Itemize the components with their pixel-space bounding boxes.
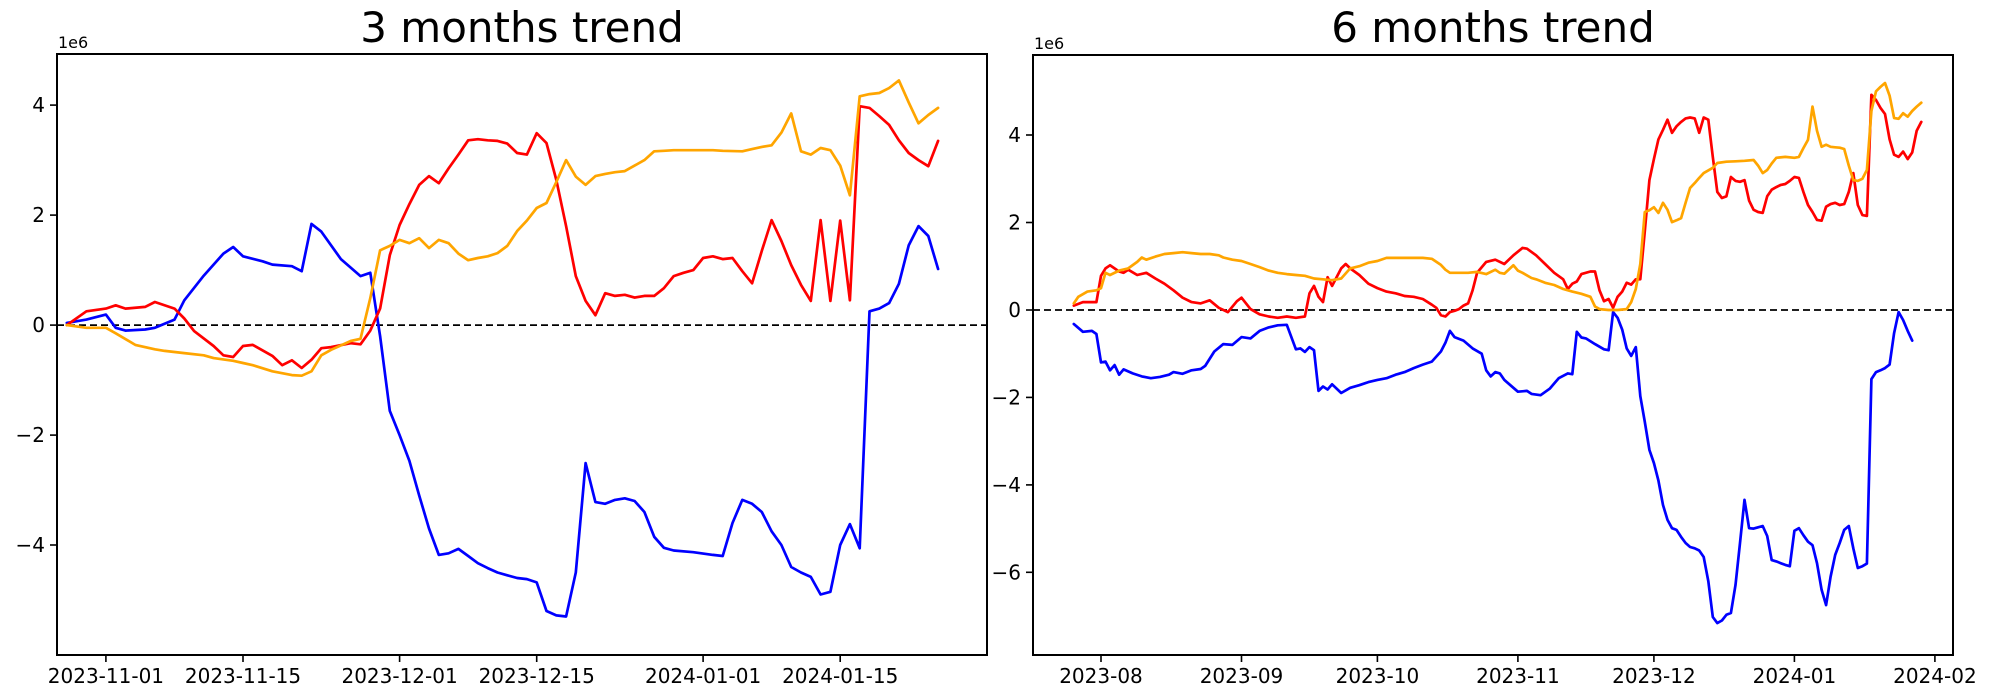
x-tick-label: 2023-12 [1612, 664, 1696, 688]
x-tick-label: 2023-11-15 [185, 664, 301, 688]
y-tick-label: −4 [16, 533, 45, 557]
x-tick-label: 2023-09 [1200, 664, 1284, 688]
chart-title-3-months: 3 months trend [360, 3, 684, 52]
y-tick-label: 4 [1008, 123, 1021, 147]
y-tick-label: 2 [32, 203, 45, 227]
y-axis-offset-label: 1e6 [1034, 34, 1065, 53]
y-tick-label: 0 [32, 313, 45, 337]
series-line-red [65, 104, 940, 370]
y-axis-offset-label: 1e6 [58, 33, 89, 52]
x-tick-label: 2024-01-15 [782, 664, 898, 688]
x-tick-label: 2024-02 [1893, 664, 1977, 688]
x-tick-label: 2024-01 [1753, 664, 1837, 688]
y-tick-label: −6 [992, 560, 1021, 584]
plot-frame [1032, 54, 1954, 656]
series-line-blue [1072, 310, 1914, 625]
y-tick-label: 0 [1008, 298, 1021, 322]
y-tick-label: −4 [992, 473, 1021, 497]
x-tick-label: 2023-10 [1336, 664, 1420, 688]
x-tick-label: 2024-01-01 [645, 664, 761, 688]
y-tick-label: −2 [16, 423, 45, 447]
series-line-orange [65, 79, 940, 378]
x-tick-label: 2023-12-01 [341, 664, 457, 688]
x-tick-label: 2023-11-01 [48, 664, 164, 688]
series-line-orange [1072, 81, 1923, 312]
y-tick-label: 2 [1008, 211, 1021, 235]
series-line-blue [65, 222, 940, 618]
x-tick-label: 2023-12-15 [479, 664, 595, 688]
x-tick-label: 2023-11 [1476, 664, 1560, 688]
y-tick-label: 4 [32, 93, 45, 117]
x-tick-label: 2023-08 [1059, 664, 1143, 688]
plot-frame [56, 53, 988, 656]
y-tick-label: −2 [992, 385, 1021, 409]
chart-title-6-months: 6 months trend [1331, 3, 1655, 52]
series-line-red [1072, 93, 1923, 320]
